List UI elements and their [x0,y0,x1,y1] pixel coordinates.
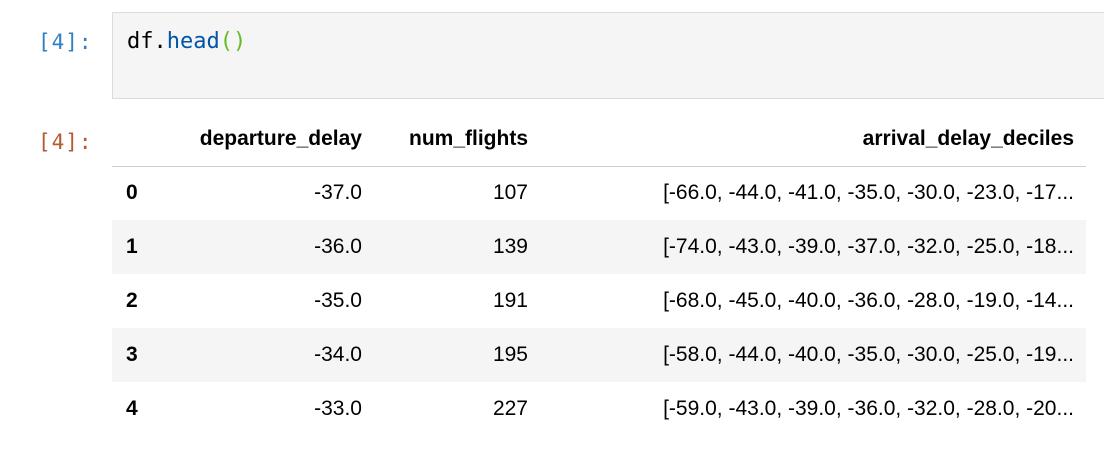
cell-departure-delay: -36.0 [314,235,362,258]
table-row: 2 -35.0 191 [-68.0, -45.0, -40.0, -36.0,… [112,274,1086,328]
row-index: 1 [126,235,138,258]
dataframe-table: departure_delay num_flights arrival_dela… [112,112,1086,436]
cell-departure-delay: -37.0 [314,181,362,205]
code-line[interactable]: df.head() [127,29,246,54]
code-token-dot: . [153,29,167,54]
column-header: num_flights [362,112,528,167]
table-row: 4 -33.0 227 [-59.0, -43.0, -39.0, -36.0,… [112,382,1086,436]
input-prompt: [4]: [38,30,93,54]
cell-departure-delay: -35.0 [314,289,362,312]
cell-num-flights: 191 [492,289,528,312]
cell-num-flights: 139 [492,235,528,258]
table-row: 3 -34.0 195 [-58.0, -44.0, -40.0, -35.0,… [112,328,1086,382]
column-header: arrival_delay_deciles [528,112,1086,167]
table-row: 1 -36.0 139 [-74.0, -43.0, -39.0, -37.0,… [112,220,1086,274]
cell-departure-delay: -33.0 [314,397,362,420]
row-index: 0 [126,181,138,205]
cell-arrival-delay-deciles: [-59.0, -43.0, -39.0, -36.0, -32.0, -28.… [663,397,1074,420]
cell-num-flights: 195 [492,343,528,366]
code-token-method: head [166,29,220,54]
column-header: departure_delay [164,112,362,167]
cell-arrival-delay-deciles: [-66.0, -44.0, -41.0, -35.0, -30.0, -23.… [663,181,1074,205]
code-token-parens: () [219,29,247,54]
cell-arrival-delay-deciles: [-74.0, -43.0, -39.0, -37.0, -32.0, -25.… [663,235,1074,258]
row-index: 2 [126,289,138,312]
row-index: 4 [126,397,138,420]
cell-departure-delay: -34.0 [314,343,362,366]
index-header [112,112,164,167]
row-index: 3 [126,343,138,366]
cell-num-flights: 107 [492,181,528,205]
output-prompt: [4]: [38,130,93,154]
cell-arrival-delay-deciles: [-68.0, -45.0, -40.0, -36.0, -28.0, -19.… [663,289,1074,312]
table-header-row: departure_delay num_flights arrival_dela… [112,112,1086,167]
cell-arrival-delay-deciles: [-58.0, -44.0, -40.0, -35.0, -30.0, -25.… [663,343,1074,366]
table-row: 0 -37.0 107 [-66.0, -44.0, -41.0, -35.0,… [112,166,1086,220]
code-token-object: df [127,29,154,54]
cell-num-flights: 227 [492,397,528,420]
code-editor[interactable]: df.head() [112,12,1104,99]
